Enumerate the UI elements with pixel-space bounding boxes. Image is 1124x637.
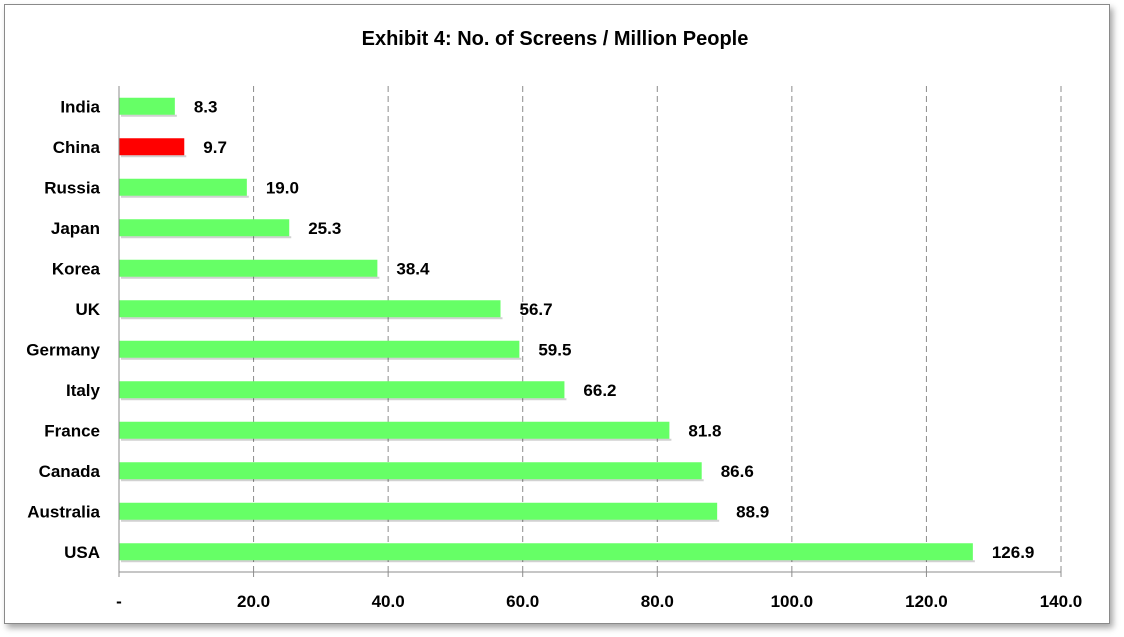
category-label: USA [64,543,100,562]
value-label: 59.5 [538,340,571,359]
x-tick-label: 20.0 [237,592,270,611]
bar-shadow [121,438,672,441]
bar-india [119,97,175,115]
bar-china [119,138,185,156]
value-label: 66.2 [583,381,616,400]
value-label: 88.9 [736,502,769,521]
bar-shadow [121,398,567,401]
value-label: 19.0 [266,178,299,197]
bar-italy [119,381,565,399]
bar-france [119,421,670,439]
gridlines [253,86,1062,572]
x-tick-label: 140.0 [1040,592,1083,611]
value-label: 86.6 [721,462,754,481]
category-label: Italy [66,381,101,400]
bar-shadow [121,114,177,117]
category-label: Australia [27,502,100,521]
value-label: 9.7 [203,138,227,157]
bar-shadow [121,195,249,198]
category-label: UK [75,300,100,319]
bar-shadow [121,479,704,482]
x-tick-label: 40.0 [372,592,405,611]
bar-russia [119,178,247,196]
category-label: Japan [51,219,100,238]
category-label: Russia [44,178,100,197]
category-label: France [44,421,100,440]
category-label: India [60,97,100,116]
category-label: Canada [39,462,101,481]
bar-canada [119,462,702,480]
bar-shadow [121,276,380,279]
axes [118,86,1062,577]
value-label: 38.4 [396,259,430,278]
chart-title: Exhibit 4: No. of Screens / Million Peop… [361,28,749,50]
bar-korea [119,259,378,277]
bar-shadow [121,317,503,320]
bar-australia [119,502,718,520]
bar-usa [119,543,973,561]
bar-shadow [121,236,292,239]
x-tick-label: 60.0 [506,592,539,611]
bar-uk [119,300,501,318]
labels: - 20.0 40.0 60.0 80.0 100.0 120.0 140.0 India 8.3… [26,97,1082,611]
value-label: 81.8 [688,421,721,440]
x-tick-label: 100.0 [771,592,814,611]
value-label: 8.3 [194,97,218,116]
bar-shadow [121,519,720,522]
category-label: China [53,138,101,157]
category-label: Germany [26,340,100,359]
value-label: 25.3 [308,219,341,238]
category-label: Korea [52,259,101,278]
bars [119,97,975,563]
bar-shadow [121,357,522,360]
bar-germany [119,340,520,358]
bar-shadow [121,155,187,158]
bar-japan [119,219,290,237]
x-tick-label: 120.0 [905,592,948,611]
value-label: 126.9 [992,543,1035,562]
x-tick-label: - [116,592,122,611]
x-tick-label: 80.0 [641,592,674,611]
value-label: 56.7 [520,300,553,319]
bar-shadow [121,560,975,563]
